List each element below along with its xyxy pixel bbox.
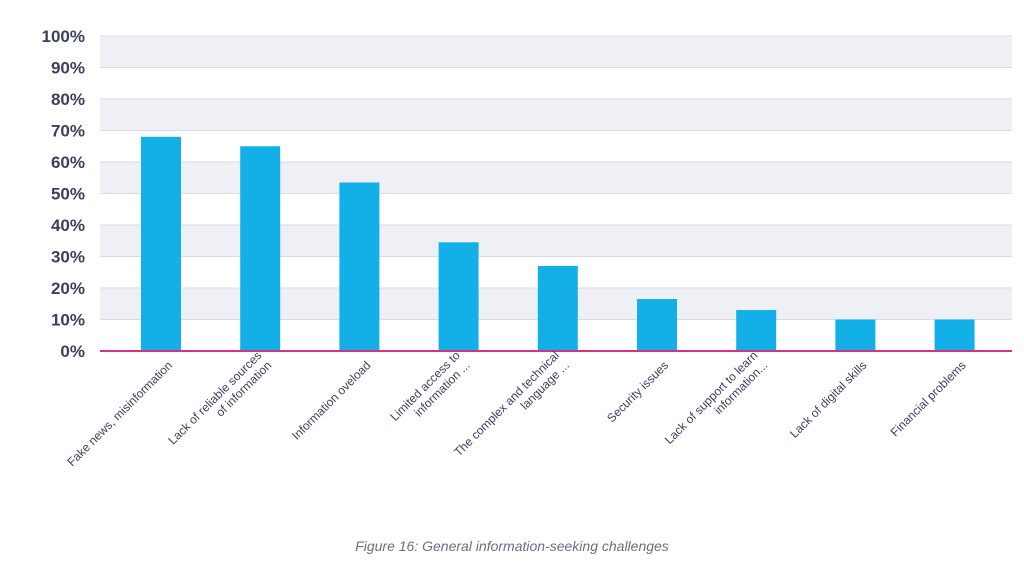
y-tick-label: 90% (51, 59, 85, 78)
x-tick-label-line: Financial problems (888, 358, 969, 439)
y-tick-label: 60% (51, 153, 85, 172)
bar (537, 265, 578, 351)
bar (736, 310, 777, 351)
bar (240, 146, 281, 351)
bar (835, 319, 876, 351)
x-tick-label: Information oveload (289, 358, 373, 442)
bars (141, 136, 975, 351)
bar (438, 242, 479, 351)
x-tick-label-line: Lack of reliable sources (165, 348, 264, 447)
bar (141, 136, 181, 351)
x-tick-label-line: Security issues (604, 358, 671, 425)
x-tick-label: Financial problems (888, 358, 969, 439)
y-tick-label: 30% (51, 248, 85, 267)
y-tick-label: 70% (51, 122, 85, 141)
grid-band (100, 99, 1012, 131)
x-tick-label: Limited access toinformation ... (387, 348, 472, 424)
x-tick-label-line: Lack of support to learn (662, 348, 761, 447)
y-tick-label: 80% (51, 90, 85, 109)
y-tick-label: 50% (51, 185, 85, 204)
bar (934, 319, 975, 351)
x-tick-label-line: Lack of digital skills (787, 358, 870, 441)
figure-caption: Figure 16: General information-seeking c… (355, 538, 669, 554)
grid-band (100, 36, 1012, 68)
y-axis: 0% 10% 20% 30% 40% 50% 60% 70% 80% 90% 100% (42, 27, 85, 361)
y-tick-label: 100% (42, 27, 85, 46)
x-tick-label-line: Information oveload (289, 358, 373, 442)
grid-band (100, 225, 1012, 257)
x-tick-label: Lack of digital skills (787, 358, 870, 441)
grid-band (100, 162, 1012, 194)
y-tick-label: 40% (51, 216, 85, 235)
x-tick-label: Lack of support to learninformation... (662, 348, 770, 447)
y-tick-label: 10% (51, 311, 85, 330)
bar (637, 299, 677, 351)
x-tick-label-line: Fake news, misinformation (64, 358, 175, 469)
grid-bands (100, 35, 1012, 320)
bar (339, 182, 380, 351)
y-tick-label: 20% (51, 279, 85, 298)
y-tick-label: 0% (60, 342, 85, 361)
x-tick-label: Fake news, misinformation (64, 358, 175, 469)
x-tick-label: Security issues (604, 358, 671, 425)
bar-chart: 0% 10% 20% 30% 40% 50% 60% 70% 80% 90% 100% Fake n… (42, 27, 1012, 469)
